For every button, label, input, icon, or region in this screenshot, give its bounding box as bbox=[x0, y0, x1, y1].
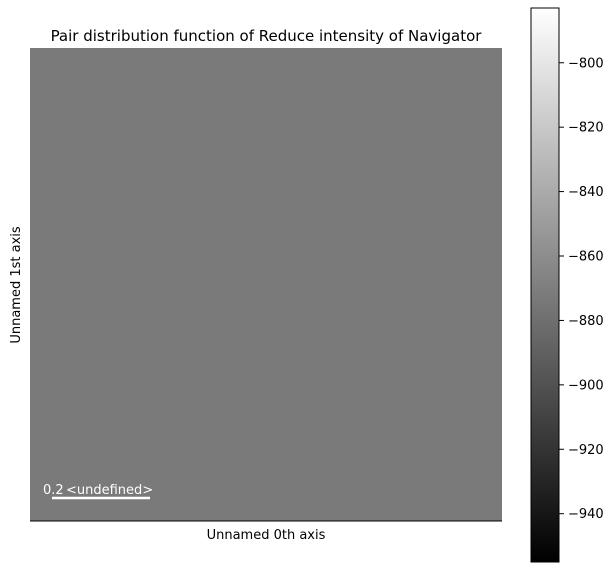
colorbar-tick-label: −800 bbox=[568, 56, 604, 71]
chart-title: Pair distribution function of Reduce int… bbox=[51, 27, 483, 45]
x-axis-label: Unnamed 0th axis bbox=[207, 528, 326, 543]
colorbar bbox=[530, 7, 560, 563]
heatmap-image bbox=[30, 48, 502, 521]
colorbar-tick-label: −940 bbox=[568, 507, 604, 522]
colorbar-tick-label: −840 bbox=[568, 185, 604, 200]
colorbar-tick-label: −880 bbox=[568, 314, 604, 329]
scalebar-value: 0.2 bbox=[43, 483, 64, 498]
colorbar-ticks: −800 −820 −840 −860 −880 −900 −920 −940 bbox=[559, 56, 604, 522]
colorbar-tick-label: −860 bbox=[568, 250, 604, 265]
y-axis-label: Unnamed 1st axis bbox=[9, 226, 24, 344]
colorbar-tick-label: −920 bbox=[568, 443, 604, 458]
colorbar-tick-label: −820 bbox=[568, 121, 604, 136]
colorbar-tick-label: −900 bbox=[568, 378, 604, 393]
scalebar-units: <undefined> bbox=[66, 483, 153, 498]
